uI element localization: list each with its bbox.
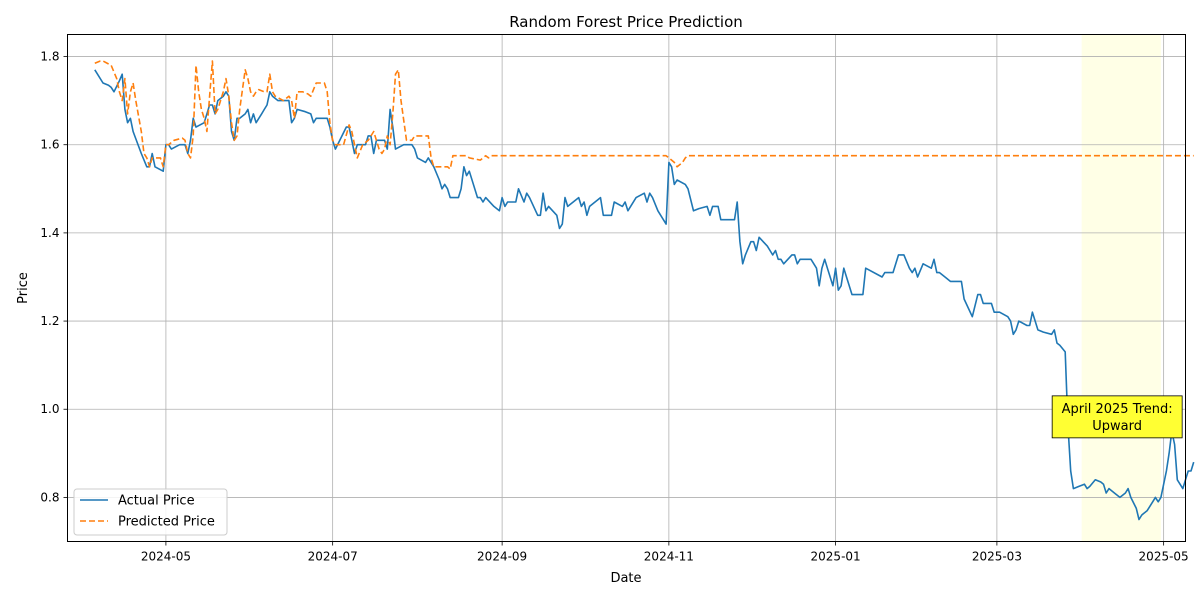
y-tick-label: 1.4 (40, 226, 59, 240)
annotation-line-2: Upward (1092, 419, 1142, 434)
highlight-region (1081, 34, 1161, 542)
predicted-price-line (94, 60, 1194, 170)
y-axis-label: Price (16, 272, 31, 304)
x-tick-label: 2024-09 (477, 550, 527, 564)
y-tick-label: 1.8 (40, 50, 59, 64)
x-tick-label: 2024-05 (141, 550, 191, 564)
x-tick-label: 2025-03 (972, 550, 1022, 564)
annotation-line-1: April 2025 Trend: (1062, 402, 1173, 417)
actual-price-line (94, 69, 1195, 521)
y-tick-label: 1.2 (40, 314, 59, 328)
x-axis-label: Date (610, 571, 641, 586)
x-tick-label: 2025-05 (1139, 550, 1189, 564)
y-tick-label: 1.6 (40, 138, 59, 152)
x-tick-label: 2025-01 (811, 550, 861, 564)
plot-frame (67, 34, 1186, 542)
chart-title: Random Forest Price Prediction (509, 13, 743, 31)
y-tick-label: 1.0 (40, 402, 59, 416)
legend-box (73, 488, 228, 536)
x-tick-label: 2024-11 (644, 550, 694, 564)
legend-label-predicted: Predicted Price (118, 515, 215, 530)
x-tick-label: 2024-07 (308, 550, 358, 564)
annotation-box (1051, 395, 1183, 439)
y-tick-label: 0.8 (40, 490, 59, 504)
legend-label-actual: Actual Price (118, 494, 195, 509)
